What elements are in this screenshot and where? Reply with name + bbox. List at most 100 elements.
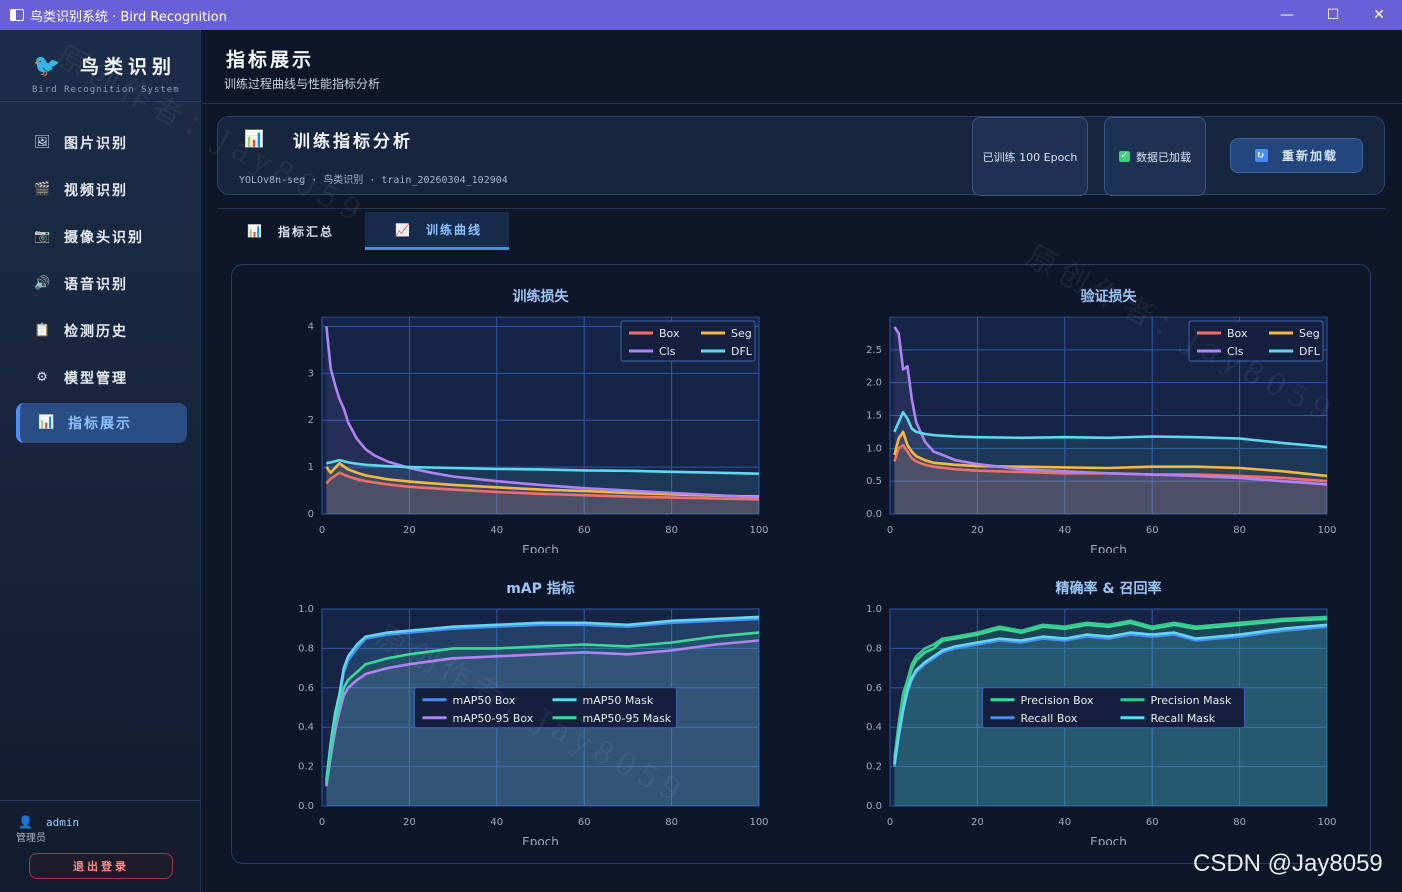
bar-chart-icon: 📊: [244, 129, 264, 148]
tab-bar: 📊 指标汇总 📈 训练曲线: [217, 208, 1385, 252]
clipboard-icon: 📋: [34, 323, 51, 338]
user-icon: 👤: [18, 815, 33, 829]
sidebar-item-7[interactable]: 📊 指标展示: [16, 403, 187, 443]
series-line: [893, 615, 1328, 759]
legend-label: mAP50 Mask: [583, 694, 654, 707]
y-tick-label: 0.4: [298, 722, 314, 733]
logo-title: 鸟类识别: [80, 56, 177, 78]
page-subtitle: 训练过程曲线与性能指标分析: [224, 77, 381, 91]
sidebar-item-6[interactable]: ⚙ 模型管理: [16, 358, 187, 398]
checkbox-icon: ✓: [1119, 151, 1130, 162]
refresh-icon: ↻: [1254, 149, 1268, 162]
csdn-watermark: CSDN @Jay8059: [1193, 850, 1383, 877]
series-line: [893, 430, 1328, 478]
image-icon: 🖼: [34, 135, 51, 150]
x-axis-label: Epoch: [522, 835, 559, 845]
sidebar-item-2[interactable]: 🎬 视频识别: [16, 170, 187, 210]
charts-panel: 训练损失 0 1 2 3 4 0 20 40 60 80 100 Epoch Box Seg Cls DFL 验…: [231, 264, 1371, 864]
close-button[interactable]: ✕: [1373, 7, 1385, 23]
sidebar-item-4[interactable]: 🔊 语音识别: [16, 264, 187, 304]
series-area: [894, 445, 1327, 514]
chart-precision-recall: 精确率 & 召回率 0.0 0.2 0.4 0.6 0.8 1.0 0 20 40 60 80 100 E…: [866, 580, 1336, 845]
y-tick-label: 1.5: [866, 411, 882, 422]
x-tick-label: 40: [1058, 817, 1071, 828]
header-highlight: [220, 43, 1350, 68]
sidebar-item-label: 指标展示: [68, 416, 132, 432]
tab-summary[interactable]: 📊 指标汇总: [229, 212, 369, 250]
user-panel: 👤 admin 管理员 退出登录: [0, 800, 201, 892]
y-tick-label: 0.5: [866, 476, 882, 487]
x-tick-label: 80: [1233, 525, 1246, 536]
y-tick-label: 0.4: [866, 722, 882, 733]
sidebar-item-label: 图片识别: [64, 136, 128, 152]
x-tick-label: 20: [403, 525, 416, 536]
x-tick-label: 20: [403, 817, 416, 828]
reload-label: 重新加载: [1281, 149, 1338, 163]
speaker-icon: 🔊: [34, 276, 51, 291]
x-tick-label: 0: [887, 817, 893, 828]
sidebar-item-label: 摄像头识别: [64, 230, 144, 246]
title-bar: 鸟类识别系统 · Bird Recognition — ☐ ✕: [0, 0, 1402, 30]
series-line: [326, 458, 760, 475]
page-header: 指标展示 训练过程曲线与性能指标分析: [202, 30, 1402, 104]
minimize-button[interactable]: —: [1280, 7, 1294, 23]
x-tick-label: 100: [1317, 525, 1336, 536]
camera-icon: 📷: [34, 229, 51, 244]
y-tick-label: 0.8: [298, 643, 314, 654]
tab-curves-label: 训练曲线: [425, 223, 482, 237]
chart-map: mAP 指标 0.0 0.2 0.4 0.6 0.8 1.0 0 20 40 60 80 100 Epoc…: [298, 580, 768, 845]
main-area: 指标展示 训练过程曲线与性能指标分析 📊 训练指标分析 YOLOv8n-seg …: [202, 30, 1402, 892]
x-tick-label: 0: [319, 525, 325, 536]
sidebar-item-3[interactable]: 📷 摄像头识别: [16, 217, 187, 257]
legend-label: DFL: [731, 345, 753, 358]
user-role: 管理员: [16, 833, 46, 844]
x-tick-label: 100: [749, 817, 768, 828]
x-tick-label: 80: [1233, 817, 1246, 828]
legend-box: [982, 687, 1245, 729]
user-name: admin: [46, 816, 80, 829]
x-tick-label: 40: [490, 525, 503, 536]
y-tick-label: 1.0: [866, 604, 882, 615]
legend-label: Precision Box: [1021, 694, 1095, 707]
series-line: [893, 443, 1328, 483]
x-tick-label: 60: [1146, 525, 1159, 536]
legend-label: mAP50-95 Mask: [583, 712, 672, 725]
maximize-button[interactable]: ☐: [1326, 7, 1340, 23]
legend-label: Cls: [1227, 345, 1244, 358]
window-title: 鸟类识别系统 · Bird Recognition: [30, 9, 227, 25]
x-tick-label: 0: [319, 817, 325, 828]
series-line: [325, 615, 760, 781]
x-tick-label: 80: [665, 817, 678, 828]
series-line: [893, 410, 1328, 449]
x-tick-label: 60: [578, 525, 591, 536]
tab-curves[interactable]: 📈 训练曲线: [365, 212, 509, 250]
sidebar-item-1[interactable]: 🖼 图片识别: [16, 123, 187, 163]
y-tick-label: 0.0: [866, 801, 882, 812]
y-tick-label: 2.0: [866, 378, 882, 389]
bar-chart-icon: 📊: [38, 415, 55, 430]
sidebar-item-5[interactable]: 📋 检测历史: [16, 311, 187, 351]
y-tick-label: 1.0: [866, 443, 882, 454]
legend-label: Cls: [659, 345, 676, 358]
chart-val-loss: 验证损失 0.0 0.5 1.0 1.5 2.0 2.5 0 20 40 60 80 100 Epoch B…: [866, 288, 1336, 553]
training-info-card: 📊 训练指标分析 YOLOv8n-seg · 鸟类识别 · train_2026…: [217, 116, 1385, 196]
y-tick-label: 1: [308, 462, 314, 473]
reload-button[interactable]: ↻ 重新加载: [1230, 138, 1363, 173]
y-tick-label: 3: [308, 368, 314, 379]
x-tick-label: 60: [578, 817, 591, 828]
sidebar-logo: 🐦 鸟类识别 Bird Recognition System: [0, 30, 201, 102]
chart-title: mAP 指标: [506, 580, 575, 597]
data-loaded-label: 数据已加载: [1136, 150, 1191, 164]
legend-label: Recall Mask: [1151, 712, 1216, 725]
gear-icon: ⚙: [36, 370, 48, 385]
logout-button[interactable]: 退出登录: [29, 853, 173, 879]
line-chart-icon: 📈: [395, 222, 412, 237]
x-axis-label: Epoch: [522, 543, 559, 553]
y-tick-label: 0.6: [866, 683, 882, 694]
y-tick-label: 0.6: [298, 683, 314, 694]
legend-label: Recall Box: [1021, 712, 1078, 725]
x-tick-label: 0: [887, 525, 893, 536]
series-line: [325, 326, 760, 499]
x-tick-label: 40: [490, 817, 503, 828]
